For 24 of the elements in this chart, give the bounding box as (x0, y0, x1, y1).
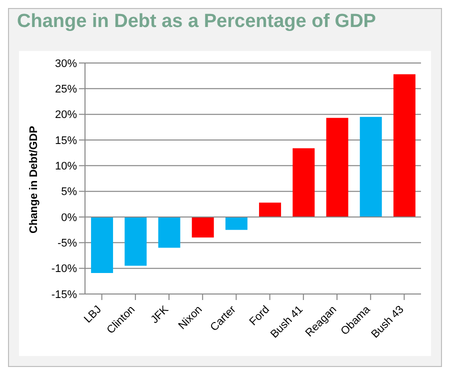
y-tick-label: 10% (54, 160, 78, 173)
bar (225, 217, 248, 230)
y-tick-label: -15% (51, 288, 78, 301)
x-tick-label: LBJ (82, 304, 104, 326)
y-tick-label: 15% (54, 134, 78, 147)
bar (259, 202, 282, 217)
chart-title: Change in Debt as a Percentage of GDP (17, 11, 376, 33)
y-tick-label: 5% (61, 186, 78, 198)
y-tick-label: -5% (57, 238, 78, 250)
bar (360, 116, 382, 217)
bar (393, 74, 416, 217)
bar (158, 217, 180, 248)
y-tick-label: 25% (54, 84, 78, 96)
bar (124, 217, 147, 266)
y-axis-title: Change in Debt/GDP (28, 126, 40, 234)
x-tick-label: JFK (148, 303, 172, 326)
y-tick-label: 0% (61, 212, 78, 224)
y-tick-label: 30% (54, 58, 78, 70)
bar (192, 217, 214, 238)
bar (326, 118, 348, 217)
y-tick-label: -10% (51, 263, 78, 276)
bar (292, 148, 315, 217)
bar (91, 217, 114, 273)
y-tick-label: 20% (54, 109, 78, 122)
